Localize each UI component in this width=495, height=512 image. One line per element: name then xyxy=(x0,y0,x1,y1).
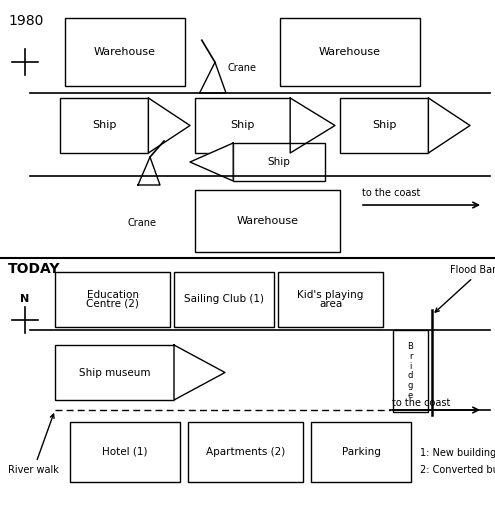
Polygon shape xyxy=(290,98,335,153)
Bar xyxy=(55,345,174,400)
Text: Kid's playing: Kid's playing xyxy=(297,290,364,300)
Text: Ship: Ship xyxy=(230,120,255,131)
Text: Ship: Ship xyxy=(268,157,291,167)
Text: Warehouse: Warehouse xyxy=(237,216,298,226)
Bar xyxy=(311,422,411,482)
Text: Education: Education xyxy=(87,290,139,300)
Text: Ship: Ship xyxy=(372,120,396,131)
Bar xyxy=(188,422,303,482)
Bar xyxy=(280,18,420,86)
Text: Sailing Club (1): Sailing Club (1) xyxy=(184,294,264,305)
Text: 1: New building: 1: New building xyxy=(420,448,495,458)
Text: area: area xyxy=(319,299,342,309)
Text: River walk: River walk xyxy=(8,414,59,475)
Bar xyxy=(233,143,325,181)
Text: Ship: Ship xyxy=(92,120,116,131)
Text: Warehouse: Warehouse xyxy=(319,47,381,57)
Text: Centre (2): Centre (2) xyxy=(86,299,139,309)
Bar xyxy=(393,330,428,412)
Text: 2: Converted building: 2: Converted building xyxy=(420,465,495,475)
Bar xyxy=(340,98,428,153)
Bar xyxy=(195,98,290,153)
Text: N: N xyxy=(20,294,30,304)
Text: Crane: Crane xyxy=(228,63,257,73)
Bar xyxy=(55,272,170,327)
Text: Flood Barrier: Flood Barrier xyxy=(435,265,495,312)
Polygon shape xyxy=(428,98,470,153)
Text: Hotel (1): Hotel (1) xyxy=(102,447,148,457)
Polygon shape xyxy=(174,345,225,400)
Bar xyxy=(174,272,274,327)
Text: 1980: 1980 xyxy=(8,14,44,28)
Text: TODAY: TODAY xyxy=(8,262,60,276)
Text: Crane: Crane xyxy=(128,218,156,228)
Text: to the coast: to the coast xyxy=(392,398,450,408)
Bar xyxy=(70,422,180,482)
Text: Parking: Parking xyxy=(342,447,381,457)
Polygon shape xyxy=(148,98,190,153)
Text: Ship museum: Ship museum xyxy=(79,368,150,377)
Text: Apartments (2): Apartments (2) xyxy=(206,447,285,457)
Text: to the coast: to the coast xyxy=(362,188,420,198)
Bar xyxy=(278,272,383,327)
Text: Warehouse: Warehouse xyxy=(94,47,156,57)
Text: B
r
i
d
g
e: B r i d g e xyxy=(407,342,413,400)
Polygon shape xyxy=(190,143,233,181)
Bar xyxy=(60,98,148,153)
Bar xyxy=(195,190,340,252)
Bar xyxy=(65,18,185,86)
